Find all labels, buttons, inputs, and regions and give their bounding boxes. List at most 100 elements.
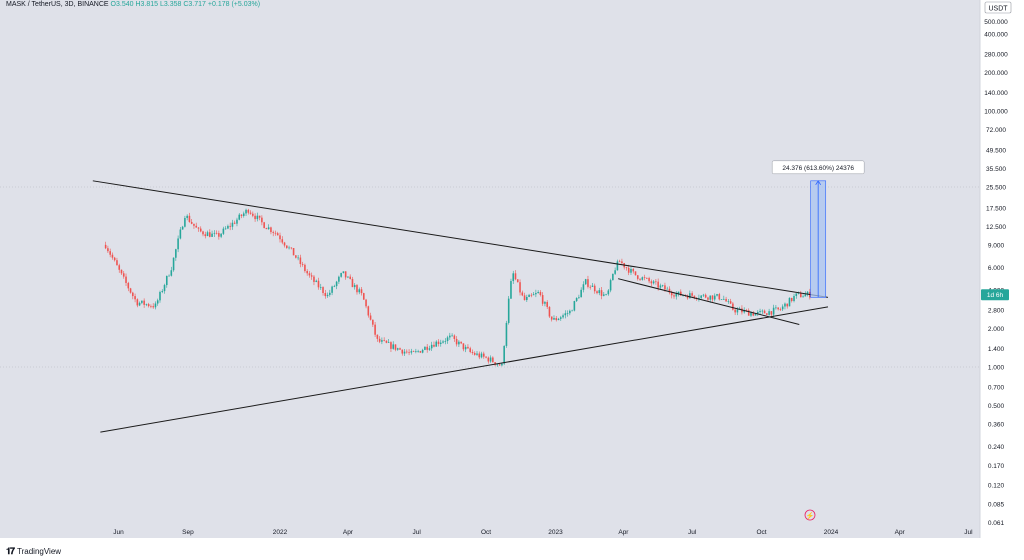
candle bbox=[245, 208, 247, 216]
candle bbox=[566, 310, 569, 317]
candle bbox=[598, 287, 601, 296]
x-tick-label: Jun bbox=[113, 529, 124, 536]
candle bbox=[147, 302, 150, 308]
y-tick-label: 6.000 bbox=[988, 265, 1005, 272]
candle bbox=[702, 293, 705, 298]
y-tick-label: 17.500 bbox=[986, 205, 1006, 212]
x-tick-label: Jul bbox=[412, 529, 421, 536]
candle bbox=[528, 293, 530, 298]
trendline-upper[interactable] bbox=[92, 180, 829, 298]
candle bbox=[698, 294, 700, 302]
trendline-lower[interactable] bbox=[100, 306, 829, 433]
candle bbox=[781, 304, 784, 311]
candle bbox=[478, 351, 481, 360]
candle bbox=[132, 291, 134, 300]
y-tick-label: 400.000 bbox=[984, 32, 1008, 39]
candle bbox=[786, 303, 789, 309]
trendline-channel[interactable] bbox=[618, 278, 800, 325]
candle bbox=[197, 226, 200, 232]
candle bbox=[401, 349, 404, 356]
candle bbox=[435, 340, 438, 347]
candle bbox=[482, 351, 485, 359]
candle bbox=[720, 299, 723, 301]
candle bbox=[564, 310, 567, 319]
candle bbox=[449, 332, 451, 340]
candle bbox=[512, 270, 515, 285]
candle bbox=[238, 213, 241, 221]
candle bbox=[614, 267, 616, 275]
candle bbox=[143, 298, 145, 308]
candle bbox=[218, 230, 220, 240]
symbol-header: MASK / TetherUS, 3D, BINANCE O3.540 H3.8… bbox=[6, 1, 260, 8]
candle bbox=[802, 294, 804, 298]
candle bbox=[575, 297, 578, 302]
candle bbox=[607, 289, 610, 296]
candle bbox=[150, 304, 152, 309]
candle bbox=[120, 269, 123, 276]
candle bbox=[537, 290, 539, 294]
candle bbox=[129, 287, 132, 294]
candle bbox=[442, 339, 444, 344]
candle bbox=[646, 277, 648, 280]
candle bbox=[138, 301, 141, 307]
y-tick-label: 35.500 bbox=[986, 166, 1006, 173]
candle bbox=[390, 341, 392, 352]
candle bbox=[211, 230, 213, 238]
candle bbox=[643, 274, 646, 281]
candle bbox=[387, 338, 390, 344]
candle bbox=[727, 298, 730, 304]
y-tick-label: 200.000 bbox=[984, 70, 1008, 77]
y-tick-label: 2.000 bbox=[988, 326, 1005, 333]
candle bbox=[505, 320, 508, 348]
candle bbox=[532, 291, 535, 296]
event-marker[interactable]: ⚡ bbox=[804, 509, 816, 521]
candle bbox=[154, 301, 157, 310]
currency-label-box[interactable]: USDT bbox=[984, 1, 1012, 14]
candle bbox=[784, 302, 786, 310]
candle bbox=[609, 278, 612, 293]
candle bbox=[252, 211, 254, 218]
candle bbox=[603, 292, 605, 297]
candle bbox=[347, 276, 349, 279]
candle bbox=[344, 271, 347, 280]
candle bbox=[179, 226, 182, 240]
y-tick-label: 49.500 bbox=[986, 148, 1006, 155]
candle bbox=[396, 347, 399, 351]
candle bbox=[313, 274, 315, 286]
y-tick-label: 25.500 bbox=[986, 185, 1006, 192]
measure-arrowhead bbox=[815, 180, 822, 186]
candle bbox=[315, 279, 318, 283]
candle bbox=[795, 293, 798, 299]
candle bbox=[700, 295, 702, 300]
candle bbox=[163, 283, 166, 294]
brand[interactable]: 𝟏𝟕 TradingView bbox=[6, 546, 61, 557]
candle bbox=[666, 286, 669, 290]
brand-name: TradingView bbox=[17, 547, 62, 556]
candle bbox=[202, 230, 204, 237]
candle bbox=[593, 283, 596, 294]
candle bbox=[761, 309, 764, 314]
candle bbox=[333, 284, 336, 288]
candle bbox=[283, 241, 286, 248]
candle bbox=[458, 340, 460, 347]
candle bbox=[381, 337, 383, 345]
candle bbox=[204, 231, 207, 239]
close-value: C3.717 bbox=[183, 1, 206, 8]
candle bbox=[634, 271, 637, 276]
candle bbox=[729, 298, 732, 305]
x-tick-label: Oct bbox=[481, 529, 491, 536]
candle bbox=[378, 336, 381, 344]
candle bbox=[399, 347, 401, 350]
candle bbox=[433, 341, 435, 348]
candle bbox=[763, 309, 766, 314]
candle bbox=[471, 349, 474, 355]
candle bbox=[338, 275, 340, 284]
candle bbox=[177, 235, 179, 253]
candle bbox=[627, 264, 630, 276]
candle bbox=[356, 283, 358, 295]
candle bbox=[295, 255, 297, 259]
y-tick-label: 0.360 bbox=[988, 421, 1005, 428]
candle bbox=[444, 338, 447, 345]
candle bbox=[521, 290, 524, 297]
